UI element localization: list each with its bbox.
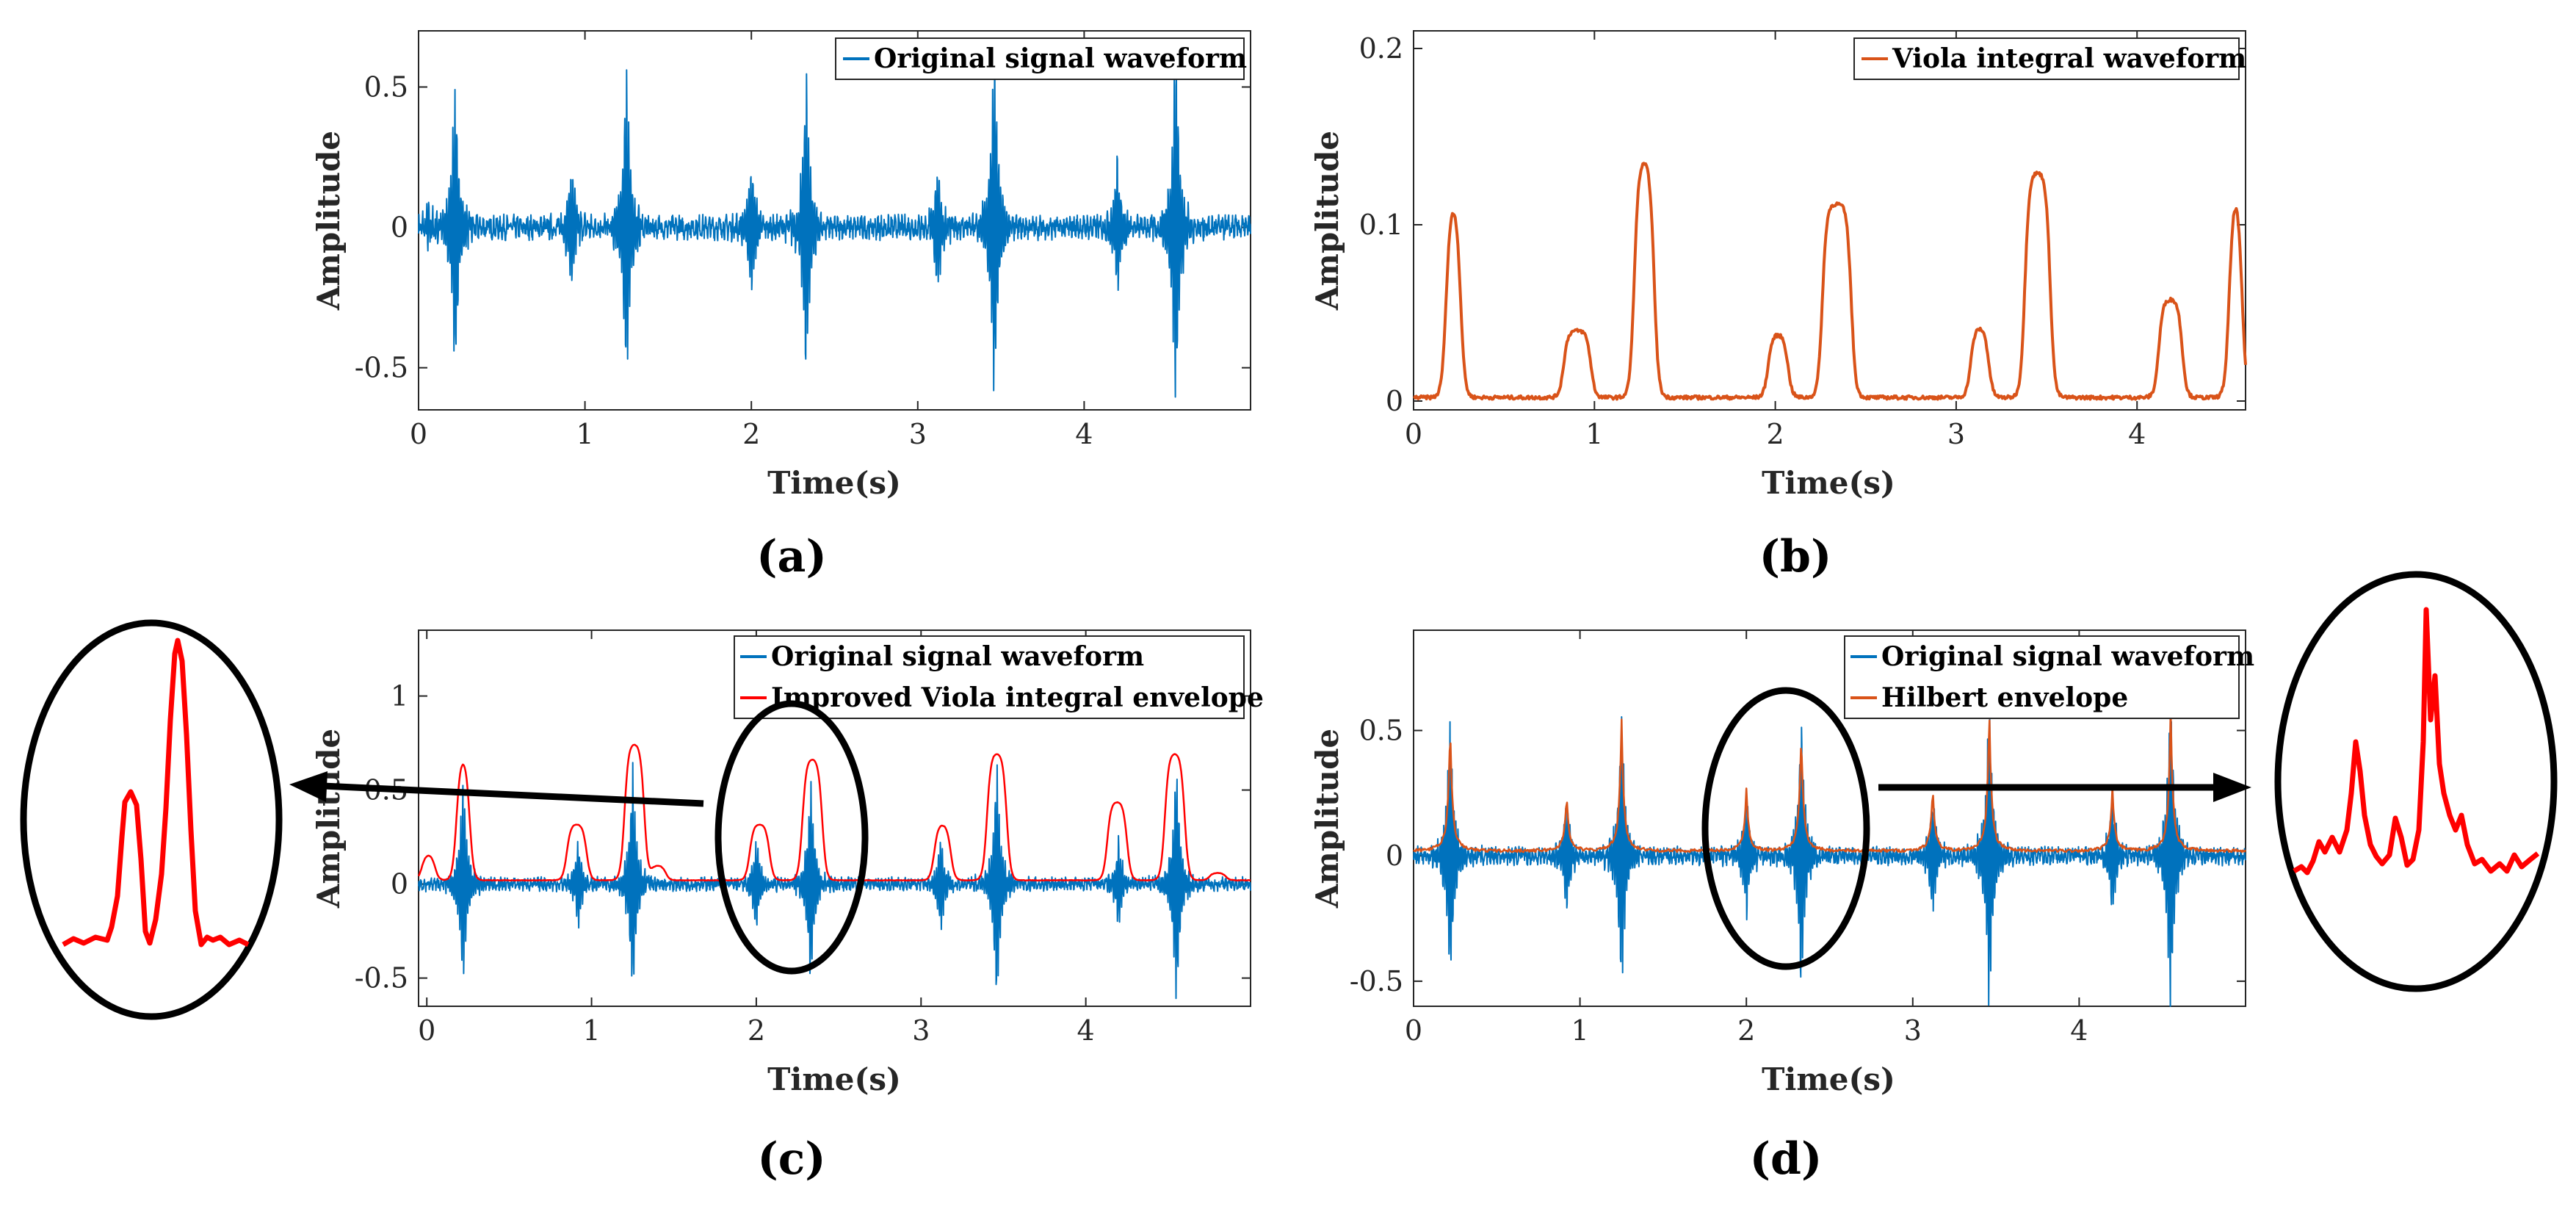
highlight-ellipse [1701, 687, 1870, 970]
panel-caption: (a) [756, 531, 827, 582]
panel-c: 0 1 2 3 4 -0.5 0 0.5 1 Time(s) Amplitude… [311, 629, 1264, 1185]
legend-box [734, 635, 1245, 719]
x-tick-label: 0 [418, 1014, 435, 1047]
x-tick-label: 1 [582, 1014, 600, 1047]
x-tick-label: 2 [748, 1014, 765, 1047]
x-tick-label: 4 [1075, 418, 1093, 450]
x-tick-label: 2 [1767, 418, 1784, 450]
legend-box [835, 37, 1245, 80]
legend-label-hilbert: Hilbert envelope [1881, 682, 2128, 713]
zoom-annotation-d [1701, 571, 2558, 992]
x-tick-labels: 0 1 2 3 4 [418, 1014, 1095, 1047]
x-tick-label: 2 [742, 418, 760, 450]
panel-caption: (d) [1750, 1133, 1823, 1185]
x-tick-label: 3 [912, 1014, 930, 1047]
panel-caption: (b) [1759, 531, 1832, 582]
legend-label-signal: Original signal waveform [1881, 641, 2254, 672]
plot-area [418, 44, 1251, 398]
x-tick-label: 4 [2128, 418, 2146, 450]
y-tick-label: 0.2 [1359, 32, 1403, 65]
x-tick-label: 3 [909, 418, 927, 450]
legend: Original signal waveform Improved Viola … [734, 635, 1264, 719]
x-tick-label: 1 [1585, 418, 1603, 450]
x-tick-labels: 0 1 2 3 4 [410, 418, 1093, 450]
series-line [1413, 708, 2247, 853]
plot-area [417, 743, 1251, 1000]
zoom-inset-envelope [2293, 607, 2540, 876]
y-tick-label: 0.5 [364, 71, 408, 103]
x-tick-label: 1 [576, 418, 594, 450]
highlight-ellipse [714, 700, 869, 975]
y-tick-label: -0.5 [355, 962, 408, 995]
legend-label-envelope: Improved Viola integral envelope [771, 682, 1264, 713]
plot-area [1413, 708, 2247, 1007]
y-tick-label: -0.5 [355, 352, 408, 384]
y-tick-labels: -0.5 0 0.5 1 [355, 680, 408, 995]
x-axis-title: Time(s) [1762, 1061, 1895, 1097]
arrow-head-icon [2213, 773, 2251, 802]
y-tick-label: 1 [391, 680, 408, 712]
y-tick-label: 0.1 [1359, 209, 1403, 241]
x-axis-title: Time(s) [767, 465, 901, 501]
series-line [418, 44, 1251, 398]
x-axis-title: Time(s) [1762, 465, 1895, 501]
y-tick-labels: 0 0.1 0.2 [1359, 32, 1403, 417]
zoom-annotation-c [20, 619, 869, 1020]
y-tick-label: 0.5 [1359, 715, 1403, 747]
y-tick-label: 0 [391, 868, 408, 901]
x-tick-label: 0 [1405, 418, 1422, 450]
panel-a: 0 1 2 3 4 -0.5 0 0.5 Time(s) Amplitude O… [311, 30, 1251, 582]
y-tick-labels: -0.5 0 0.5 [1350, 715, 1403, 997]
legend: Viola integral waveform [1853, 37, 2246, 80]
plot-frame [1413, 30, 2246, 411]
zoom-inset-envelope [62, 638, 250, 948]
x-tick-label: 3 [1947, 418, 1965, 450]
tick-marks [1413, 31, 2246, 410]
legend-label-signal: Original signal waveform [771, 641, 1144, 672]
panel-b: 0 1 2 3 4 0 0.1 0.2 Time(s) Amplitude Vi… [1309, 30, 2247, 582]
y-tick-label: -0.5 [1350, 965, 1403, 997]
panel-d: 0 1 2 3 4 -0.5 0 0.5 Time(s) Amplitude O… [1309, 629, 2254, 1185]
x-tick-label: 4 [1077, 1014, 1095, 1047]
series-line [418, 762, 1251, 1000]
y-tick-label: 0 [1386, 385, 1403, 417]
x-tick-label: 0 [410, 418, 427, 450]
zoom-inset-ellipse [20, 619, 283, 1020]
x-axis-title: Time(s) [767, 1061, 901, 1097]
series-line [417, 743, 1251, 881]
legend-box [1853, 37, 2240, 80]
legend-box [1844, 635, 2240, 719]
x-tick-labels: 0 1 2 3 4 [1405, 1014, 2088, 1047]
x-tick-labels: 0 1 2 3 4 [1405, 418, 2146, 450]
legend: Original signal waveform [835, 37, 1247, 80]
legend-label-signal: Original signal waveform [874, 43, 1247, 74]
y-tick-label: 0 [391, 212, 408, 244]
arrow-head-icon [289, 771, 328, 802]
y-axis-title: Amplitude [1309, 131, 1345, 311]
y-axis-title: Amplitude [311, 729, 347, 909]
zoom-inset-ellipse [2274, 571, 2558, 992]
x-tick-label: 4 [2070, 1014, 2088, 1047]
y-tick-label: 0 [1386, 840, 1403, 872]
y-axis-title: Amplitude [1309, 729, 1345, 909]
panel-caption: (c) [757, 1133, 825, 1185]
zoom-arrow-line [322, 782, 704, 807]
series-line [1413, 162, 2247, 401]
legend-label-viola: Viola integral waveform [1892, 43, 2246, 74]
plot-area [1413, 162, 2247, 401]
x-tick-label: 3 [1904, 1014, 1922, 1047]
x-tick-label: 2 [1737, 1014, 1755, 1047]
x-tick-label: 1 [1571, 1014, 1589, 1047]
y-axis-title: Amplitude [311, 131, 347, 311]
series-line [1413, 709, 2246, 1007]
legend: Original signal waveform Hilbert envelop… [1844, 635, 2254, 719]
x-tick-label: 0 [1405, 1014, 1422, 1047]
y-tick-labels: -0.5 0 0.5 [355, 71, 408, 383]
